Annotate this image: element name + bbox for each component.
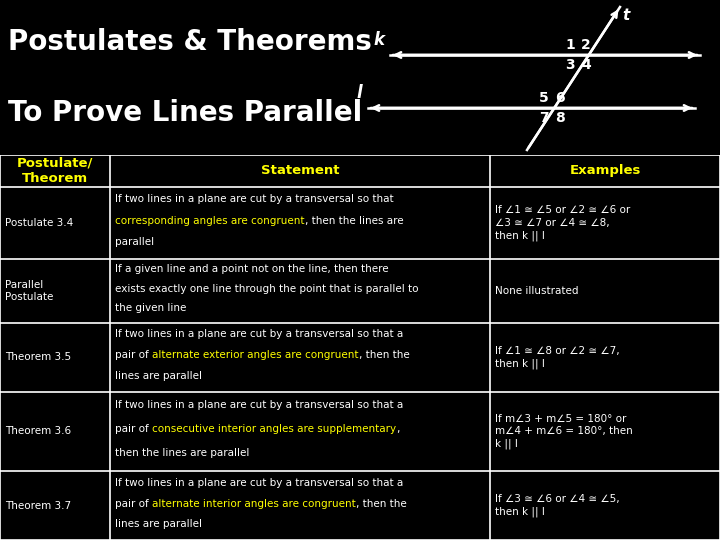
- Text: To Prove Lines Parallel: To Prove Lines Parallel: [8, 99, 362, 127]
- Text: None illustrated: None illustrated: [495, 286, 579, 296]
- Text: 6: 6: [555, 91, 564, 105]
- Text: 4: 4: [581, 58, 590, 72]
- Text: , then the: , then the: [359, 350, 410, 360]
- Text: 8: 8: [555, 111, 564, 125]
- Text: Theorem 3.5: Theorem 3.5: [5, 352, 71, 362]
- Text: pair of: pair of: [115, 498, 152, 509]
- Text: Statement: Statement: [261, 165, 340, 178]
- Text: the given line: the given line: [115, 303, 186, 313]
- Text: If ∠3 ≅ ∠6 or ∠4 ≅ ∠5,
then k || l: If ∠3 ≅ ∠6 or ∠4 ≅ ∠5, then k || l: [495, 494, 620, 517]
- Text: If m∠3 + m∠5 = 180° or
m∠4 + m∠6 = 180°, then
k || l: If m∠3 + m∠5 = 180° or m∠4 + m∠6 = 180°,…: [495, 414, 633, 449]
- Text: Examples: Examples: [570, 165, 641, 178]
- Text: l: l: [356, 84, 362, 102]
- Text: then the lines are parallel: then the lines are parallel: [115, 448, 250, 458]
- Text: Theorem 3.6: Theorem 3.6: [5, 427, 71, 436]
- Text: If two lines in a plane are cut by a transversal so that a: If two lines in a plane are cut by a tra…: [115, 329, 403, 339]
- Text: Theorem 3.7: Theorem 3.7: [5, 501, 71, 511]
- Text: , then the lines are: , then the lines are: [305, 215, 403, 226]
- Text: consecutive interior angles are supplementary: consecutive interior angles are suppleme…: [152, 424, 396, 434]
- Text: pair of: pair of: [115, 424, 152, 434]
- Text: 3: 3: [565, 58, 575, 72]
- Text: Parallel
Postulate: Parallel Postulate: [5, 280, 53, 302]
- Text: parallel: parallel: [115, 238, 154, 247]
- Text: If two lines in a plane are cut by a transversal so that: If two lines in a plane are cut by a tra…: [115, 194, 394, 204]
- Text: k: k: [373, 31, 384, 49]
- Text: If a given line and a point not on the line, then there: If a given line and a point not on the l…: [115, 265, 389, 274]
- Text: lines are parallel: lines are parallel: [115, 371, 202, 381]
- Text: t: t: [622, 8, 629, 23]
- Text: If two lines in a plane are cut by a transversal so that a: If two lines in a plane are cut by a tra…: [115, 400, 403, 410]
- Text: 1: 1: [565, 38, 575, 52]
- Text: ,: ,: [396, 424, 400, 434]
- Text: 5: 5: [539, 91, 549, 105]
- Text: If two lines in a plane are cut by a transversal so that a: If two lines in a plane are cut by a tra…: [115, 478, 403, 488]
- Text: If ∠1 ≅ ∠8 or ∠2 ≅ ∠7,
then k || l: If ∠1 ≅ ∠8 or ∠2 ≅ ∠7, then k || l: [495, 346, 620, 369]
- Text: Postulate/
Theorem: Postulate/ Theorem: [17, 157, 94, 185]
- Text: Postulate 3.4: Postulate 3.4: [5, 218, 73, 228]
- Text: If ∠1 ≅ ∠5 or ∠2 ≅ ∠6 or
∠3 ≅ ∠7 or ∠4 ≅ ∠8,
then k || l: If ∠1 ≅ ∠5 or ∠2 ≅ ∠6 or ∠3 ≅ ∠7 or ∠4 ≅…: [495, 205, 631, 240]
- Text: corresponding angles are congruent: corresponding angles are congruent: [115, 215, 305, 226]
- Text: lines are parallel: lines are parallel: [115, 519, 202, 529]
- Text: pair of: pair of: [115, 350, 152, 360]
- Text: , then the: , then the: [356, 498, 407, 509]
- Text: exists exactly one line through the point that is parallel to: exists exactly one line through the poin…: [115, 284, 418, 294]
- Text: Postulates & Theorems: Postulates & Theorems: [8, 28, 372, 56]
- Text: 7: 7: [539, 111, 549, 125]
- Text: alternate exterior angles are congruent: alternate exterior angles are congruent: [152, 350, 359, 360]
- Text: alternate interior angles are congruent: alternate interior angles are congruent: [152, 498, 356, 509]
- Text: 2: 2: [581, 38, 590, 52]
